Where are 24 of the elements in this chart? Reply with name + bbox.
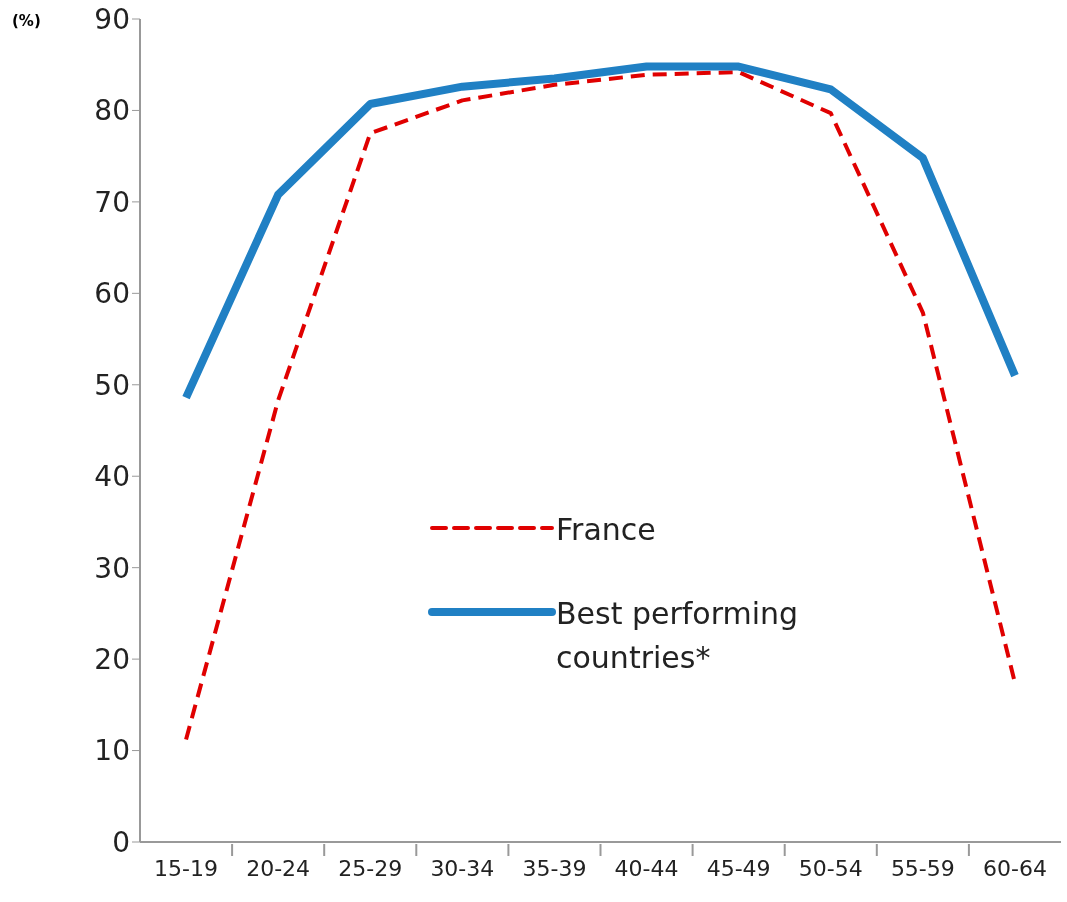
x-tick-label: 45-49 <box>706 856 771 881</box>
y-tick-label: 30 <box>94 551 130 585</box>
legend-label: France <box>556 511 657 549</box>
y-tick-label: 50 <box>94 368 130 402</box>
x-tick-label: 50-54 <box>798 856 863 881</box>
x-tick-label: 15-19 <box>154 856 219 881</box>
x-tick-label: 35-39 <box>522 856 587 881</box>
x-tick-label: 55-59 <box>890 856 955 881</box>
y-tick-label: 80 <box>94 94 130 128</box>
y-tick-label: 10 <box>94 734 130 768</box>
y-tick-label: 20 <box>94 643 130 677</box>
x-tick-label: 40-44 <box>614 856 679 881</box>
line-series <box>184 70 1017 742</box>
y-tick-label: 0 <box>112 825 130 859</box>
y-tick-label: 40 <box>94 460 130 494</box>
y-tick-label: 60 <box>94 277 130 311</box>
x-tick-label: 20-24 <box>246 856 311 881</box>
y-tick-label: 70 <box>94 185 130 219</box>
x-tick-label: 25-29 <box>338 856 403 881</box>
x-tick-label: 60-64 <box>982 856 1047 881</box>
y-tick-label: 90 <box>94 2 130 36</box>
x-tick-label: 30-34 <box>430 856 495 881</box>
legend-label: Best performing countries* <box>556 595 800 677</box>
y-axis-title: (%) <box>12 12 41 30</box>
